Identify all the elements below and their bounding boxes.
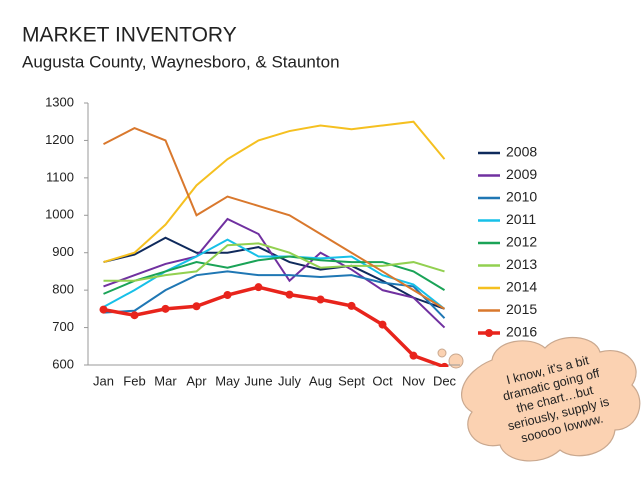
x-tick-label: Sept — [338, 373, 365, 388]
legend-label: 2013 — [506, 256, 537, 272]
legend-label: 2011 — [506, 211, 536, 227]
data-point — [409, 351, 418, 360]
y-tick-label: 1300 — [45, 94, 74, 109]
data-point — [285, 290, 294, 299]
series-line — [103, 126, 446, 310]
legend-label: 2009 — [506, 166, 537, 182]
x-tick-label: Feb — [123, 373, 145, 388]
series-line — [103, 120, 446, 264]
y-tick-label: 1000 — [45, 207, 74, 222]
y-tick-label: 700 — [52, 319, 74, 334]
y-tick-label: 1100 — [46, 169, 74, 184]
data-point — [440, 362, 449, 367]
legend-label: 2010 — [506, 189, 537, 205]
series-line — [103, 242, 445, 282]
x-tick-label: Apr — [186, 373, 207, 388]
y-tick-label: 800 — [52, 282, 74, 297]
y-tick-label: 600 — [52, 356, 74, 371]
data-point — [378, 320, 387, 329]
data-point — [192, 302, 201, 311]
data-point — [347, 301, 356, 310]
legend-label: 2016 — [506, 324, 537, 340]
x-tick-label: Dec — [433, 373, 457, 388]
y-tick-label: 1200 — [45, 132, 74, 147]
chart-title: MARKET INVENTORY — [22, 24, 237, 47]
x-tick-label: June — [244, 373, 272, 388]
legend-label: 2014 — [506, 279, 537, 295]
data-point — [130, 311, 139, 320]
legend-label: 2015 — [506, 301, 537, 317]
data-point — [316, 295, 325, 304]
chart-subtitle: Augusta County, Waynesboro, & Staunton — [22, 52, 340, 71]
data-point — [223, 291, 232, 300]
legend-label: 2008 — [506, 144, 537, 160]
x-tick-label: Oct — [372, 373, 393, 388]
x-tick-label: Aug — [309, 373, 332, 388]
y-tick-label: 900 — [52, 244, 74, 259]
series-line — [103, 285, 446, 367]
legend-label: 2012 — [506, 234, 537, 250]
x-tick-label: Jan — [93, 373, 114, 388]
x-tick-label: July — [278, 373, 302, 388]
x-tick-label: May — [215, 373, 240, 388]
series-line — [103, 255, 446, 295]
x-tick-label: Mar — [154, 373, 177, 388]
x-tick-label: Nov — [402, 373, 426, 388]
data-point — [161, 304, 170, 313]
series-line — [103, 270, 446, 319]
legend-marker — [485, 329, 493, 337]
plot-area — [99, 120, 449, 367]
data-point — [99, 305, 108, 314]
data-point — [254, 283, 263, 292]
series-line — [103, 238, 446, 310]
